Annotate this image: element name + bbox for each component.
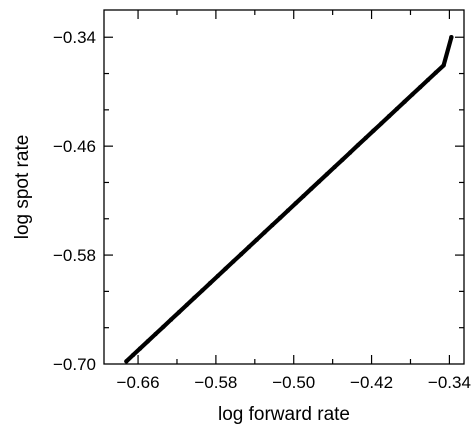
data-point: [410, 92, 415, 97]
x-tick-labels: −0.66 −0.58 −0.50 −0.42 −0.34: [117, 373, 471, 392]
data-point: [379, 121, 384, 126]
data-point: [449, 35, 454, 40]
data-point: [246, 244, 252, 250]
data-point: [207, 281, 213, 286]
data-point: [277, 215, 283, 221]
data-point: [347, 150, 353, 155]
data-point: [394, 106, 400, 112]
data-point: [355, 143, 361, 148]
x-axis-label: log forward rate: [218, 404, 350, 425]
data-point: [238, 251, 244, 257]
data-point: [161, 324, 166, 329]
data-point: [340, 157, 345, 162]
data-point: [130, 352, 136, 358]
x-tick-label: −0.66: [117, 373, 160, 392]
data-point: [137, 346, 143, 351]
data-point: [363, 135, 368, 141]
data-point: [293, 201, 298, 206]
data-point: [168, 317, 174, 322]
plot-frame: [103, 9, 465, 365]
data-point: [270, 222, 275, 228]
data-point: [402, 99, 407, 104]
x-tick-label: −0.50: [272, 373, 315, 392]
data-point: [433, 70, 438, 75]
y-tick-label: −0.34: [53, 28, 96, 47]
data-point: [184, 302, 189, 308]
data-point: [254, 237, 259, 242]
data-point: [332, 164, 337, 170]
y-tick-label: −0.70: [53, 355, 96, 374]
data-point: [176, 310, 182, 315]
data-point: [386, 114, 392, 119]
y-tick-labels: −0.70 −0.58 −0.46 −0.34: [53, 28, 96, 374]
data-point: [192, 295, 197, 300]
data-point: [371, 128, 376, 133]
x-tick-label: −0.42: [350, 373, 393, 392]
series-band: [124, 35, 454, 364]
data-point: [223, 266, 228, 271]
data-point: [153, 331, 158, 337]
y-tick-label: −0.46: [53, 137, 96, 156]
x-tick-label: −0.34: [428, 373, 471, 392]
data-point: [262, 230, 267, 235]
data-point: [301, 193, 306, 199]
y-axis-label: log spot rate: [12, 135, 33, 240]
y-tick-label: −0.58: [53, 246, 96, 265]
data-point: [124, 359, 129, 364]
data-point: [418, 84, 423, 90]
data-point: [215, 273, 221, 279]
data-point: [309, 186, 314, 192]
data-point: [231, 259, 236, 264]
data-point: [324, 172, 330, 177]
data-point: [200, 288, 205, 293]
data-point: [441, 63, 446, 68]
data-point: [285, 208, 291, 213]
ticks: [104, 10, 464, 364]
data-point: [316, 179, 322, 184]
x-tick-label: −0.58: [194, 373, 237, 392]
data-points: [124, 35, 454, 364]
data-point: [425, 77, 431, 83]
data-point: [145, 339, 150, 344]
